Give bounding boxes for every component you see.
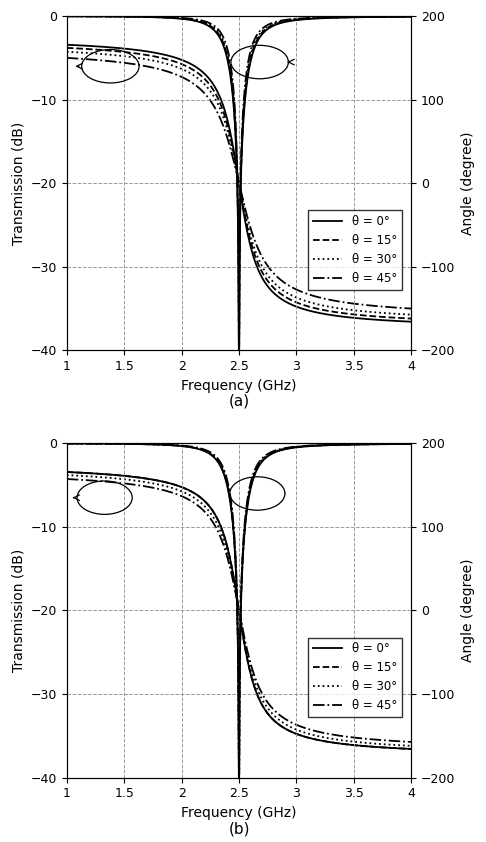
Text: (b): (b): [228, 821, 250, 836]
Text: (a): (a): [228, 394, 250, 408]
X-axis label: Frequency (GHz): Frequency (GHz): [181, 379, 297, 392]
Y-axis label: Transmission (dB): Transmission (dB): [11, 549, 25, 672]
Y-axis label: Angle (degree): Angle (degree): [461, 131, 475, 235]
Y-axis label: Transmission (dB): Transmission (dB): [11, 121, 25, 245]
Y-axis label: Angle (degree): Angle (degree): [461, 559, 475, 662]
X-axis label: Frequency (GHz): Frequency (GHz): [181, 806, 297, 820]
Legend: θ = 0°, θ = 15°, θ = 30°, θ = 45°: θ = 0°, θ = 15°, θ = 30°, θ = 45°: [308, 210, 402, 290]
Legend: θ = 0°, θ = 15°, θ = 30°, θ = 45°: θ = 0°, θ = 15°, θ = 30°, θ = 45°: [308, 637, 402, 717]
